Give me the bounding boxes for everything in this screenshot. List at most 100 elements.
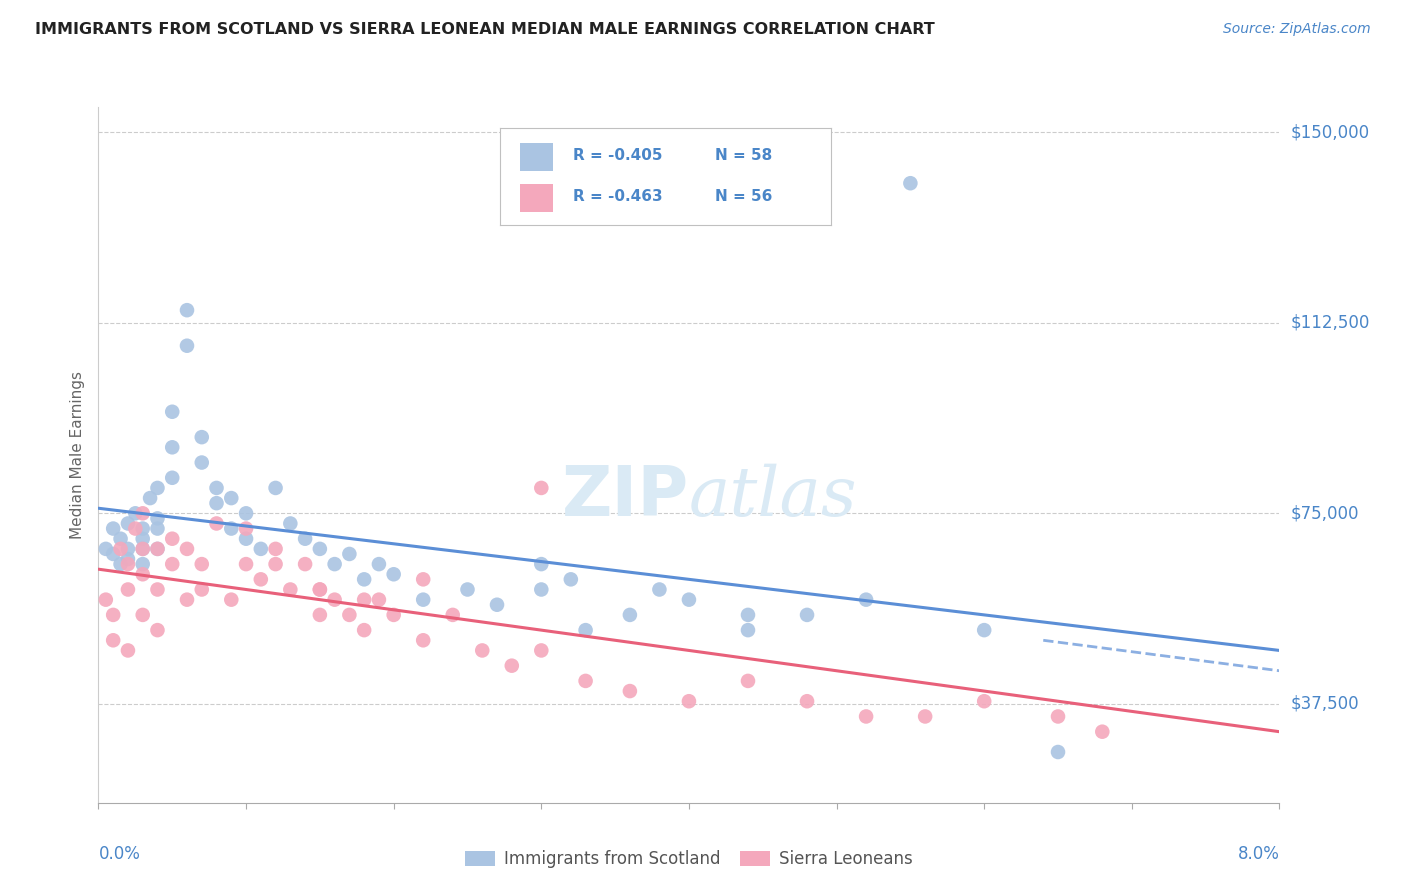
Point — [737, 673, 759, 688]
Text: $112,500: $112,500 — [1291, 314, 1369, 332]
Point — [648, 582, 671, 597]
Point — [235, 532, 257, 546]
Point — [124, 522, 146, 536]
Point — [485, 598, 508, 612]
Point — [103, 547, 124, 561]
Point — [574, 623, 596, 637]
Point — [308, 541, 332, 556]
Point — [110, 541, 132, 556]
Point — [146, 481, 169, 495]
Point — [205, 516, 228, 531]
Point — [191, 430, 214, 444]
Point — [1091, 724, 1114, 739]
Point — [235, 506, 257, 520]
Point — [162, 440, 183, 454]
Text: IMMIGRANTS FROM SCOTLAND VS SIERRA LEONEAN MEDIAN MALE EARNINGS CORRELATION CHAR: IMMIGRANTS FROM SCOTLAND VS SIERRA LEONE… — [35, 22, 935, 37]
Point — [530, 481, 553, 495]
Point — [294, 557, 316, 571]
Point — [117, 557, 139, 571]
Point — [560, 572, 582, 586]
Point — [94, 541, 117, 556]
Point — [132, 607, 155, 622]
Point — [501, 658, 523, 673]
Point — [162, 405, 183, 419]
Point — [176, 303, 198, 318]
Point — [205, 496, 228, 510]
Point — [176, 592, 198, 607]
Point — [323, 557, 346, 571]
Point — [382, 567, 405, 582]
Point — [412, 592, 434, 607]
Point — [1046, 745, 1069, 759]
Point — [337, 547, 360, 561]
Point — [796, 607, 818, 622]
Point — [117, 552, 139, 566]
Point — [323, 592, 346, 607]
Point — [678, 694, 700, 708]
Point — [219, 522, 242, 536]
Text: 0.0%: 0.0% — [98, 845, 141, 863]
Point — [308, 582, 332, 597]
Point — [250, 541, 273, 556]
Point — [117, 582, 139, 597]
Point — [162, 471, 183, 485]
Point — [441, 607, 464, 622]
Point — [146, 541, 169, 556]
Point — [132, 522, 155, 536]
Point — [264, 481, 287, 495]
Point — [456, 582, 478, 597]
Point — [132, 506, 155, 520]
Point — [678, 592, 700, 607]
Point — [146, 511, 169, 525]
Point — [337, 607, 360, 622]
Point — [294, 532, 316, 546]
Point — [367, 592, 389, 607]
Point — [353, 623, 375, 637]
Point — [103, 522, 124, 536]
Point — [898, 176, 921, 190]
Point — [146, 623, 169, 637]
Point — [737, 623, 759, 637]
Point — [308, 582, 332, 597]
Point — [219, 491, 242, 505]
Point — [176, 339, 198, 353]
Point — [205, 481, 228, 495]
Point — [139, 491, 162, 505]
Point — [117, 516, 139, 531]
Point — [737, 607, 759, 622]
Point — [278, 582, 301, 597]
Point — [353, 572, 375, 586]
Point — [264, 541, 287, 556]
Point — [124, 506, 146, 520]
Point — [855, 709, 877, 723]
Point — [132, 567, 155, 582]
Point — [191, 582, 214, 597]
Point — [103, 633, 124, 648]
Point — [471, 643, 494, 657]
Point — [530, 643, 553, 657]
Point — [574, 673, 596, 688]
Point — [235, 522, 257, 536]
Point — [146, 541, 169, 556]
Legend: Immigrants from Scotland, Sierra Leoneans: Immigrants from Scotland, Sierra Leonean… — [458, 843, 920, 874]
Point — [110, 532, 132, 546]
Y-axis label: Median Male Earnings: Median Male Earnings — [69, 371, 84, 539]
Text: atlas: atlas — [689, 463, 858, 530]
Text: $75,000: $75,000 — [1291, 504, 1360, 523]
Point — [412, 633, 434, 648]
Point — [132, 541, 155, 556]
Point — [278, 516, 301, 531]
Point — [132, 557, 155, 571]
Point — [382, 607, 405, 622]
Point — [94, 592, 117, 607]
Point — [176, 541, 198, 556]
Point — [973, 623, 995, 637]
Point — [855, 592, 877, 607]
Point — [132, 532, 155, 546]
Point — [219, 592, 242, 607]
Point — [110, 557, 132, 571]
Text: 8.0%: 8.0% — [1237, 845, 1279, 863]
Point — [530, 582, 553, 597]
Point — [132, 541, 155, 556]
Point — [353, 592, 375, 607]
